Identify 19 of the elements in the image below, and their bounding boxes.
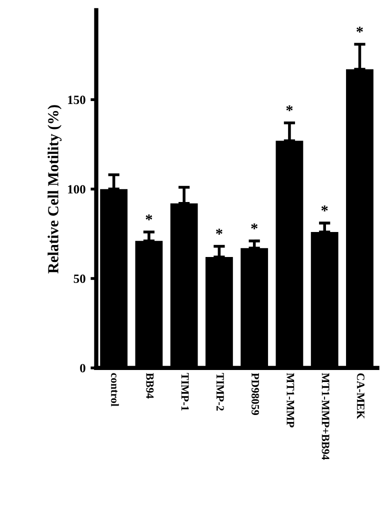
x-tick-label: TIMP-1 <box>181 372 189 410</box>
data-label: * <box>356 26 363 32</box>
y-axis-title: Relative Cell Motility (%) <box>48 105 62 274</box>
y-tick-label: 50 <box>74 274 86 283</box>
data-label: * <box>146 214 152 220</box>
x-tick-label: BB94 <box>146 372 154 399</box>
data-label: * <box>321 206 328 212</box>
x-tick-label: CA-MEK <box>356 373 364 419</box>
x-tick-label: TIMP-2 <box>216 372 224 411</box>
x-tick-label: control <box>111 373 119 406</box>
data-label: * <box>251 223 258 230</box>
y-tick-label: 100 <box>68 185 86 194</box>
y-tick-label: 150 <box>68 96 86 104</box>
x-tick-label: MT1-MMP+BB94 <box>322 372 330 460</box>
x-tick-label: PD98059 <box>252 372 260 415</box>
x-tick-label: MT1-MMP <box>286 372 294 428</box>
y-tick-label: 0 <box>80 364 86 372</box>
data-label: * <box>286 105 293 112</box>
data-label: * <box>216 228 222 235</box>
